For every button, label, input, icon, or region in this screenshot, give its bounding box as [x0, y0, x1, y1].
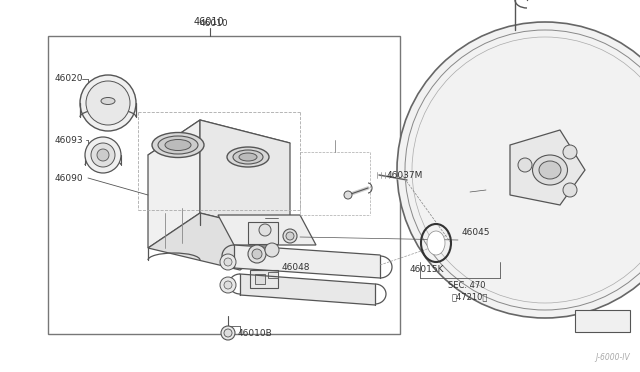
Text: 46020: 46020	[55, 74, 83, 83]
Text: 46015K: 46015K	[410, 266, 445, 275]
Circle shape	[97, 149, 109, 161]
Polygon shape	[148, 120, 200, 248]
Polygon shape	[200, 120, 290, 235]
Ellipse shape	[152, 132, 204, 157]
Circle shape	[344, 191, 352, 199]
Circle shape	[248, 245, 266, 263]
Ellipse shape	[239, 153, 257, 161]
Circle shape	[518, 158, 532, 172]
Text: 46010: 46010	[194, 17, 225, 27]
Ellipse shape	[427, 231, 445, 255]
Text: 46010B: 46010B	[238, 330, 273, 339]
Circle shape	[91, 143, 115, 167]
Circle shape	[252, 249, 262, 259]
Text: 46090: 46090	[55, 173, 84, 183]
Circle shape	[265, 243, 279, 257]
Polygon shape	[234, 245, 380, 278]
Text: 46048: 46048	[282, 263, 310, 272]
Ellipse shape	[539, 161, 561, 179]
Circle shape	[86, 81, 130, 125]
Circle shape	[220, 277, 236, 293]
Circle shape	[80, 75, 136, 131]
Bar	[575, 310, 630, 332]
Circle shape	[224, 258, 232, 266]
Circle shape	[397, 22, 640, 318]
Text: 46010: 46010	[200, 19, 228, 28]
Circle shape	[221, 326, 235, 340]
Bar	[250, 270, 278, 288]
Polygon shape	[240, 274, 375, 305]
Text: J-6000-IV: J-6000-IV	[595, 353, 630, 362]
Bar	[248, 222, 278, 244]
Ellipse shape	[101, 97, 115, 105]
Ellipse shape	[158, 136, 198, 154]
Circle shape	[563, 145, 577, 159]
Polygon shape	[148, 120, 290, 178]
Circle shape	[286, 232, 294, 240]
Ellipse shape	[532, 155, 568, 185]
Circle shape	[259, 224, 271, 236]
Circle shape	[220, 254, 236, 270]
Circle shape	[224, 329, 232, 337]
Ellipse shape	[233, 150, 263, 164]
Circle shape	[224, 281, 232, 289]
Circle shape	[283, 229, 297, 243]
Text: 〲47210〳: 〲47210〳	[452, 292, 488, 301]
Circle shape	[85, 137, 121, 173]
Bar	[268, 272, 278, 278]
Text: 46037M: 46037M	[387, 170, 424, 180]
Text: SEC. 470: SEC. 470	[448, 282, 486, 291]
Polygon shape	[148, 213, 290, 270]
Text: 46045: 46045	[462, 228, 490, 237]
Bar	[255, 274, 265, 284]
Circle shape	[563, 183, 577, 197]
Polygon shape	[510, 130, 585, 205]
Text: 46093: 46093	[55, 135, 84, 144]
Polygon shape	[218, 215, 316, 245]
Ellipse shape	[227, 147, 269, 167]
Bar	[48, 36, 400, 334]
Ellipse shape	[165, 140, 191, 151]
